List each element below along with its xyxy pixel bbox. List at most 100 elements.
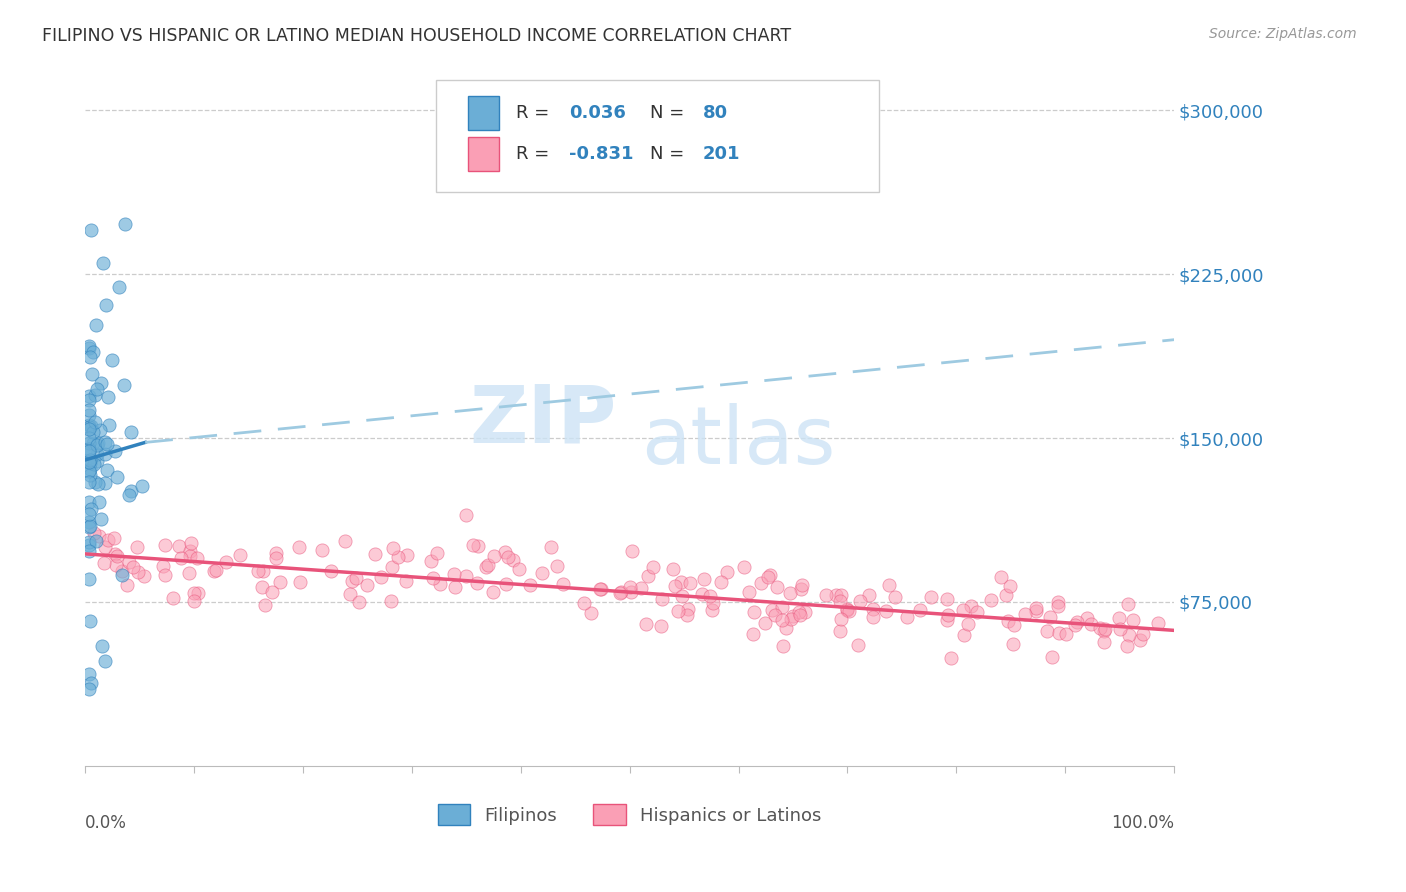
Point xyxy=(620,585,643,599)
Point xyxy=(162,591,184,605)
Point xyxy=(429,577,451,591)
Point xyxy=(952,628,974,642)
Point xyxy=(94,540,117,554)
Point xyxy=(875,604,897,618)
Point xyxy=(960,599,983,614)
Point xyxy=(998,579,1021,593)
Point xyxy=(96,463,118,477)
Point xyxy=(676,608,699,623)
Point xyxy=(502,553,524,567)
Point xyxy=(311,543,333,558)
Point xyxy=(104,443,127,458)
Point xyxy=(91,639,114,653)
Point xyxy=(344,571,367,585)
Point xyxy=(830,612,852,626)
Point xyxy=(966,605,988,619)
Point xyxy=(1066,615,1088,630)
Point xyxy=(83,416,105,430)
Point xyxy=(641,559,664,574)
Point xyxy=(572,596,595,610)
Point xyxy=(153,538,176,552)
Point xyxy=(759,567,782,582)
Point xyxy=(936,591,959,606)
Point xyxy=(77,465,100,479)
Point xyxy=(883,590,905,604)
Point xyxy=(97,418,120,433)
Point xyxy=(422,571,444,585)
Text: 201: 201 xyxy=(703,145,741,163)
Point xyxy=(936,613,959,627)
Point xyxy=(790,577,813,591)
Point xyxy=(754,616,776,631)
Point xyxy=(83,526,105,541)
Point xyxy=(77,475,100,489)
Text: 0.0%: 0.0% xyxy=(86,814,127,832)
Text: FILIPINO VS HISPANIC OR LATINO MEDIAN HOUSEHOLD INCOME CORRELATION CHART: FILIPINO VS HISPANIC OR LATINO MEDIAN HO… xyxy=(42,27,792,45)
Point xyxy=(77,418,100,433)
Point xyxy=(666,604,689,618)
Point xyxy=(1109,622,1132,636)
Point xyxy=(252,564,274,578)
Point xyxy=(830,594,852,608)
Point xyxy=(551,577,574,591)
Point xyxy=(111,567,134,582)
Point xyxy=(496,549,519,564)
Point xyxy=(319,564,342,578)
Point xyxy=(179,566,201,580)
Point xyxy=(540,540,562,554)
Point xyxy=(651,592,673,607)
Point xyxy=(97,533,120,547)
Point xyxy=(380,593,402,607)
Point xyxy=(118,555,141,569)
Point xyxy=(131,479,153,493)
Point xyxy=(1025,600,1047,615)
Point xyxy=(77,543,100,558)
Point xyxy=(79,392,101,407)
Point xyxy=(82,436,104,450)
Point xyxy=(693,572,716,586)
Point xyxy=(77,495,100,509)
Point xyxy=(1001,637,1024,651)
Point xyxy=(790,582,813,596)
Point xyxy=(134,569,156,583)
Point xyxy=(96,298,118,312)
Text: 100.0%: 100.0% xyxy=(1111,814,1174,832)
Point xyxy=(484,549,506,563)
Point xyxy=(93,654,115,668)
Point xyxy=(395,549,418,563)
Point xyxy=(246,564,269,578)
Text: 0.036: 0.036 xyxy=(569,104,626,122)
Point xyxy=(183,586,205,600)
Point xyxy=(1035,624,1057,638)
Point xyxy=(333,534,356,549)
Point xyxy=(82,425,104,439)
Point xyxy=(990,570,1012,584)
Point xyxy=(761,603,783,617)
Point xyxy=(741,627,763,641)
Point xyxy=(1115,639,1137,653)
Point xyxy=(702,597,724,611)
Point xyxy=(94,447,117,461)
Point xyxy=(1025,603,1047,617)
Point xyxy=(789,608,811,623)
Point xyxy=(77,442,100,456)
Text: R =: R = xyxy=(516,104,555,122)
Text: ZIP: ZIP xyxy=(470,382,616,459)
Point xyxy=(609,586,631,600)
Point xyxy=(86,438,108,452)
Point xyxy=(630,581,652,595)
Point xyxy=(772,639,794,653)
Point xyxy=(77,667,100,681)
Point xyxy=(1014,607,1036,621)
Point xyxy=(77,515,100,529)
Point xyxy=(339,587,361,601)
Point xyxy=(676,601,699,615)
Point xyxy=(664,579,686,593)
Point xyxy=(205,563,228,577)
Point xyxy=(467,539,489,553)
Point xyxy=(679,575,702,590)
Point xyxy=(794,605,817,619)
Point xyxy=(825,588,848,602)
Point xyxy=(650,618,672,632)
Point xyxy=(1064,618,1087,632)
